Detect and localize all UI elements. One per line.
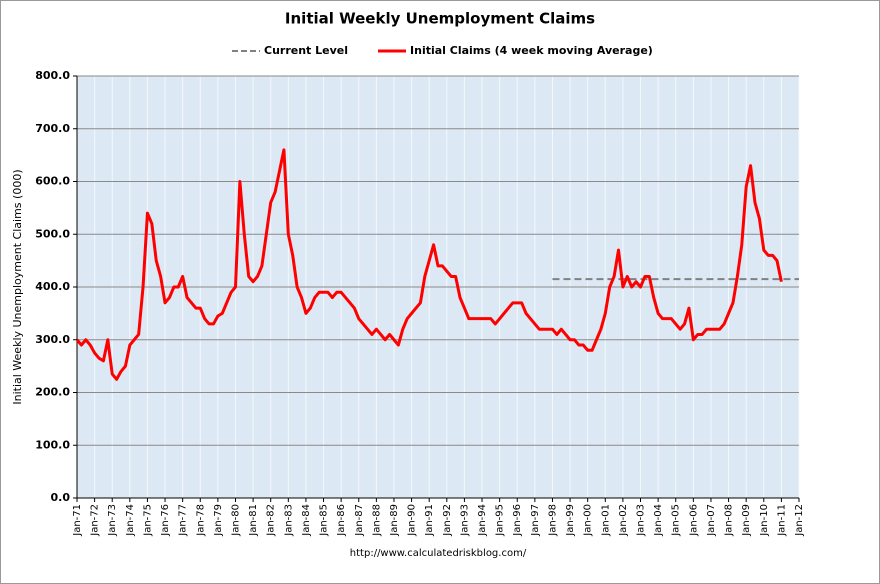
x-tick-label: Jan-09 (741, 504, 752, 537)
x-tick-label: Jan-77 (178, 504, 189, 537)
x-tick-label: Jan-99 (565, 504, 576, 537)
y-tick-label: 100.0 (35, 438, 70, 451)
chart-title: Initial Weekly Unemployment Claims (285, 10, 595, 28)
x-tick-label: Jan-79 (213, 504, 224, 537)
x-tick-label: Jan-73 (107, 504, 118, 537)
x-tick-label: Jan-91 (424, 504, 435, 537)
x-tick-label: Jan-01 (600, 504, 611, 537)
x-tick-label: Jan-02 (618, 504, 629, 537)
x-tick-label: Jan-00 (583, 504, 594, 537)
x-tick-label: Jan-08 (724, 504, 735, 537)
y-tick-label: 800.0 (35, 69, 70, 82)
x-tick-label: Jan-10 (759, 504, 770, 537)
x-tick-label: Jan-72 (90, 504, 101, 537)
x-tick-label: Jan-85 (319, 504, 330, 537)
x-tick-label: Jan-98 (547, 504, 558, 537)
x-tick-label: Jan-76 (160, 504, 171, 537)
x-tick-label: Jan-03 (636, 504, 647, 537)
x-tick-label: Jan-93 (459, 504, 470, 537)
y-tick-label: 600.0 (35, 175, 70, 188)
x-tick-label: Jan-11 (776, 504, 787, 537)
x-tick-label: Jan-86 (336, 504, 347, 537)
y-tick-label: 500.0 (35, 227, 70, 240)
x-tick-label: Jan-90 (407, 504, 418, 537)
source: http://www.calculatedriskblog.com/ (350, 548, 527, 559)
x-tick-label: Jan-89 (389, 504, 400, 537)
x-tick-label: Jan-97 (530, 504, 541, 537)
x-tick-label: Jan-71 (72, 504, 83, 537)
y-tick-label: 200.0 (35, 386, 70, 399)
x-tick-label: Jan-95 (495, 504, 506, 537)
series-line (75, 148, 783, 381)
y-axis-label: Initial Weekly Unemployment Claims (000) (11, 169, 24, 404)
y-tick-label: 400.0 (35, 280, 70, 293)
x-tick-label: Jan-92 (442, 504, 453, 537)
x-tick-label: Jan-74 (125, 504, 136, 537)
x-tick-label: Jan-94 (477, 504, 488, 537)
x-tick-label: Jan-12 (794, 504, 805, 537)
y-tick-label: 700.0 (35, 122, 70, 135)
x-tick-label: Jan-06 (688, 504, 699, 537)
x-tick-label: Jan-04 (653, 504, 664, 537)
x-tick-label: Jan-81 (248, 504, 259, 537)
x-tick-label: Jan-87 (354, 504, 365, 537)
x-tick-label: Jan-83 (283, 504, 294, 537)
x-tick-label: Jan-82 (266, 504, 277, 537)
x-tick-label: Jan-80 (230, 504, 241, 537)
x-tick-label: Jan-07 (706, 504, 717, 537)
legend-label: Initial Claims (4 week moving Average) (410, 44, 653, 57)
x-tick-label: Jan-96 (512, 504, 523, 537)
x-tick-label: Jan-75 (142, 504, 153, 537)
y-tick-label: 0.0 (51, 491, 71, 504)
x-tick-label: Jan-78 (195, 504, 206, 537)
x-tick-label: Jan-05 (671, 504, 682, 537)
x-tick-label: Jan-84 (301, 504, 312, 537)
legend-label: Current Level (264, 44, 348, 57)
x-tick-label: Jan-88 (371, 504, 382, 537)
y-tick-label: 300.0 (35, 333, 70, 346)
